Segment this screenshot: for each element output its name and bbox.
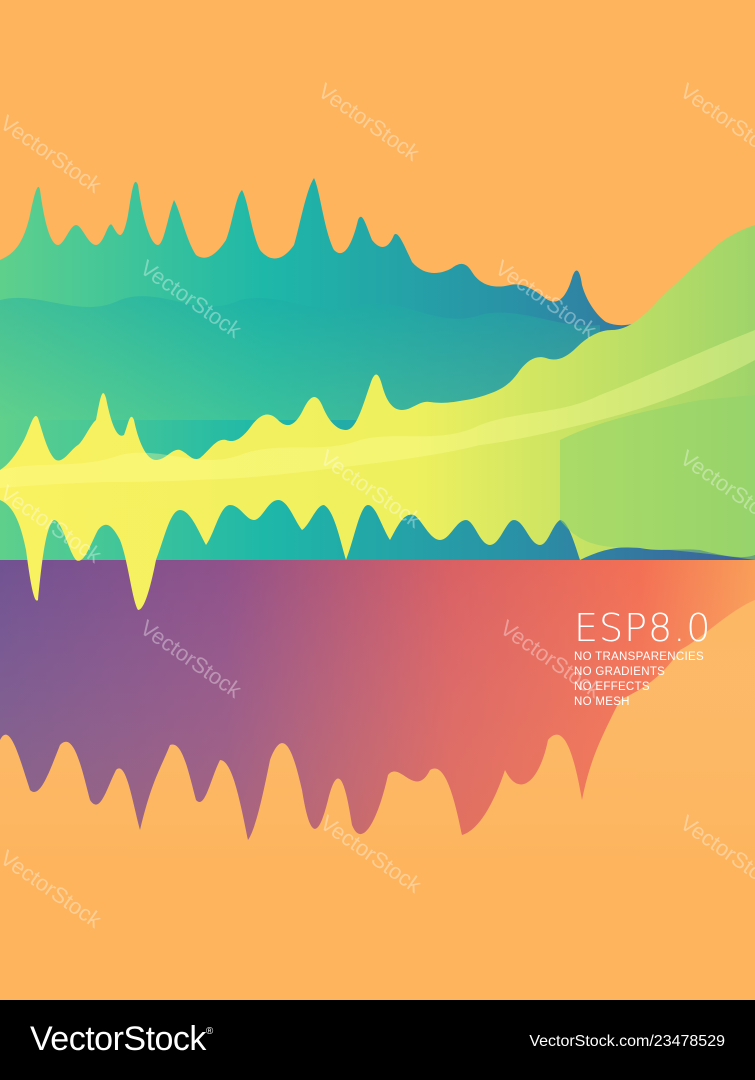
- format-note: NO TRANSPARENCIES: [574, 651, 704, 663]
- format-note: NO GRADIENTS: [574, 666, 666, 678]
- artwork: VectorStock VectorStock VectorStock Vect…: [0, 0, 755, 1000]
- footer-bar: VectorStock® VectorStock.com/23478529: [0, 1000, 755, 1080]
- logo-text: VectorStock: [30, 1020, 206, 1058]
- image-credit: VectorStock.com/23478529: [529, 1033, 725, 1050]
- vectorstock-logo[interactable]: VectorStock®: [30, 1020, 213, 1059]
- sound-wave-illustration: [0, 0, 755, 1000]
- format-note: NO MESH: [574, 696, 630, 708]
- format-caption: ESP8.0 NO TRANSPARENCIES NO GRADIENTS NO…: [574, 606, 711, 710]
- wave-band-green-wash: [560, 395, 755, 560]
- format-title: ESP8.0: [574, 606, 712, 650]
- wave-band-teal-texture: [0, 296, 600, 420]
- wave-band-yellow-texture: [0, 330, 755, 488]
- registered-mark: ®: [205, 1026, 213, 1037]
- format-note: NO EFFECTS: [574, 681, 650, 693]
